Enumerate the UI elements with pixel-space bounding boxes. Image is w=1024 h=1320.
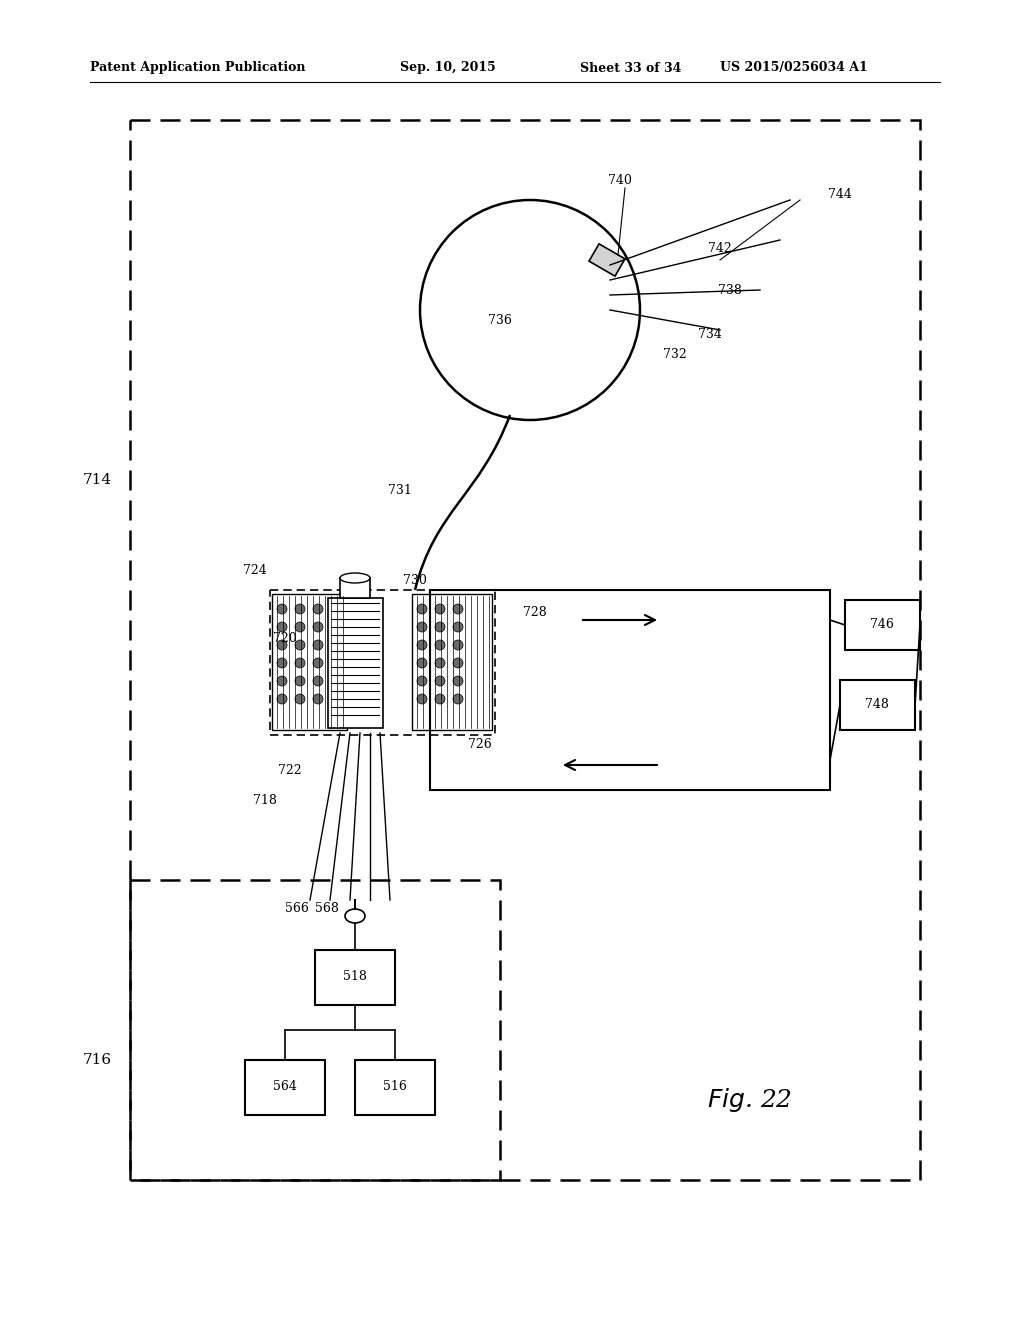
- Text: 738: 738: [718, 284, 742, 297]
- Bar: [272, 594, 347, 730]
- Text: 516: 516: [383, 1081, 407, 1093]
- Circle shape: [417, 622, 427, 632]
- Text: 720: 720: [273, 631, 297, 644]
- Bar: [270, 590, 495, 735]
- Text: 718: 718: [253, 793, 276, 807]
- Circle shape: [417, 640, 427, 649]
- Text: 726: 726: [468, 738, 492, 751]
- Circle shape: [435, 676, 445, 686]
- Bar: [430, 590, 830, 789]
- Text: 716: 716: [83, 1053, 112, 1067]
- Circle shape: [417, 694, 427, 704]
- Circle shape: [278, 605, 287, 614]
- Circle shape: [295, 605, 305, 614]
- Circle shape: [313, 622, 323, 632]
- Text: 728: 728: [523, 606, 547, 619]
- Text: 744: 744: [828, 189, 852, 202]
- Circle shape: [278, 622, 287, 632]
- Text: 730: 730: [403, 573, 427, 586]
- Text: 736: 736: [488, 314, 512, 326]
- Text: Sep. 10, 2015: Sep. 10, 2015: [400, 62, 496, 74]
- Ellipse shape: [340, 573, 370, 583]
- Text: 734: 734: [698, 329, 722, 342]
- Circle shape: [435, 657, 445, 668]
- Text: 746: 746: [870, 619, 894, 631]
- Text: 748: 748: [865, 698, 889, 711]
- Text: Sheet 33 of 34: Sheet 33 of 34: [580, 62, 681, 74]
- Circle shape: [417, 676, 427, 686]
- Circle shape: [453, 622, 463, 632]
- Circle shape: [453, 640, 463, 649]
- Bar: [840, 680, 915, 730]
- Text: 564: 564: [273, 1081, 297, 1093]
- Circle shape: [295, 676, 305, 686]
- Ellipse shape: [345, 909, 365, 923]
- Bar: [355, 1060, 435, 1115]
- Bar: [328, 598, 383, 729]
- Circle shape: [295, 657, 305, 668]
- Bar: [245, 1060, 325, 1115]
- Bar: [845, 601, 920, 649]
- Circle shape: [278, 657, 287, 668]
- Circle shape: [435, 640, 445, 649]
- Bar: [315, 950, 395, 1005]
- Circle shape: [453, 694, 463, 704]
- Circle shape: [435, 605, 445, 614]
- Circle shape: [295, 640, 305, 649]
- Bar: [412, 594, 492, 730]
- Circle shape: [295, 622, 305, 632]
- Text: $\mathit{Fig}$. 22: $\mathit{Fig}$. 22: [708, 1086, 793, 1114]
- Circle shape: [435, 622, 445, 632]
- Bar: [130, 880, 500, 1180]
- Circle shape: [453, 676, 463, 686]
- Circle shape: [453, 605, 463, 614]
- Text: 742: 742: [709, 242, 732, 255]
- Circle shape: [417, 605, 427, 614]
- Text: 724: 724: [243, 564, 267, 577]
- Text: 568: 568: [315, 902, 339, 915]
- Circle shape: [278, 640, 287, 649]
- Bar: [130, 120, 920, 1180]
- Circle shape: [313, 605, 323, 614]
- Bar: [340, 578, 370, 598]
- Polygon shape: [589, 244, 625, 276]
- Text: 518: 518: [343, 970, 367, 983]
- Text: US 2015/0256034 A1: US 2015/0256034 A1: [720, 62, 867, 74]
- Text: 722: 722: [279, 763, 302, 776]
- Circle shape: [313, 694, 323, 704]
- Text: 732: 732: [664, 348, 687, 362]
- Circle shape: [278, 694, 287, 704]
- Circle shape: [313, 640, 323, 649]
- Text: Patent Application Publication: Patent Application Publication: [90, 62, 305, 74]
- Text: 731: 731: [388, 483, 412, 496]
- Text: 740: 740: [608, 173, 632, 186]
- Text: 714: 714: [83, 473, 112, 487]
- Text: 566: 566: [285, 902, 309, 915]
- Circle shape: [453, 657, 463, 668]
- Circle shape: [278, 676, 287, 686]
- Circle shape: [313, 676, 323, 686]
- Circle shape: [313, 657, 323, 668]
- Circle shape: [435, 694, 445, 704]
- Circle shape: [295, 694, 305, 704]
- Circle shape: [417, 657, 427, 668]
